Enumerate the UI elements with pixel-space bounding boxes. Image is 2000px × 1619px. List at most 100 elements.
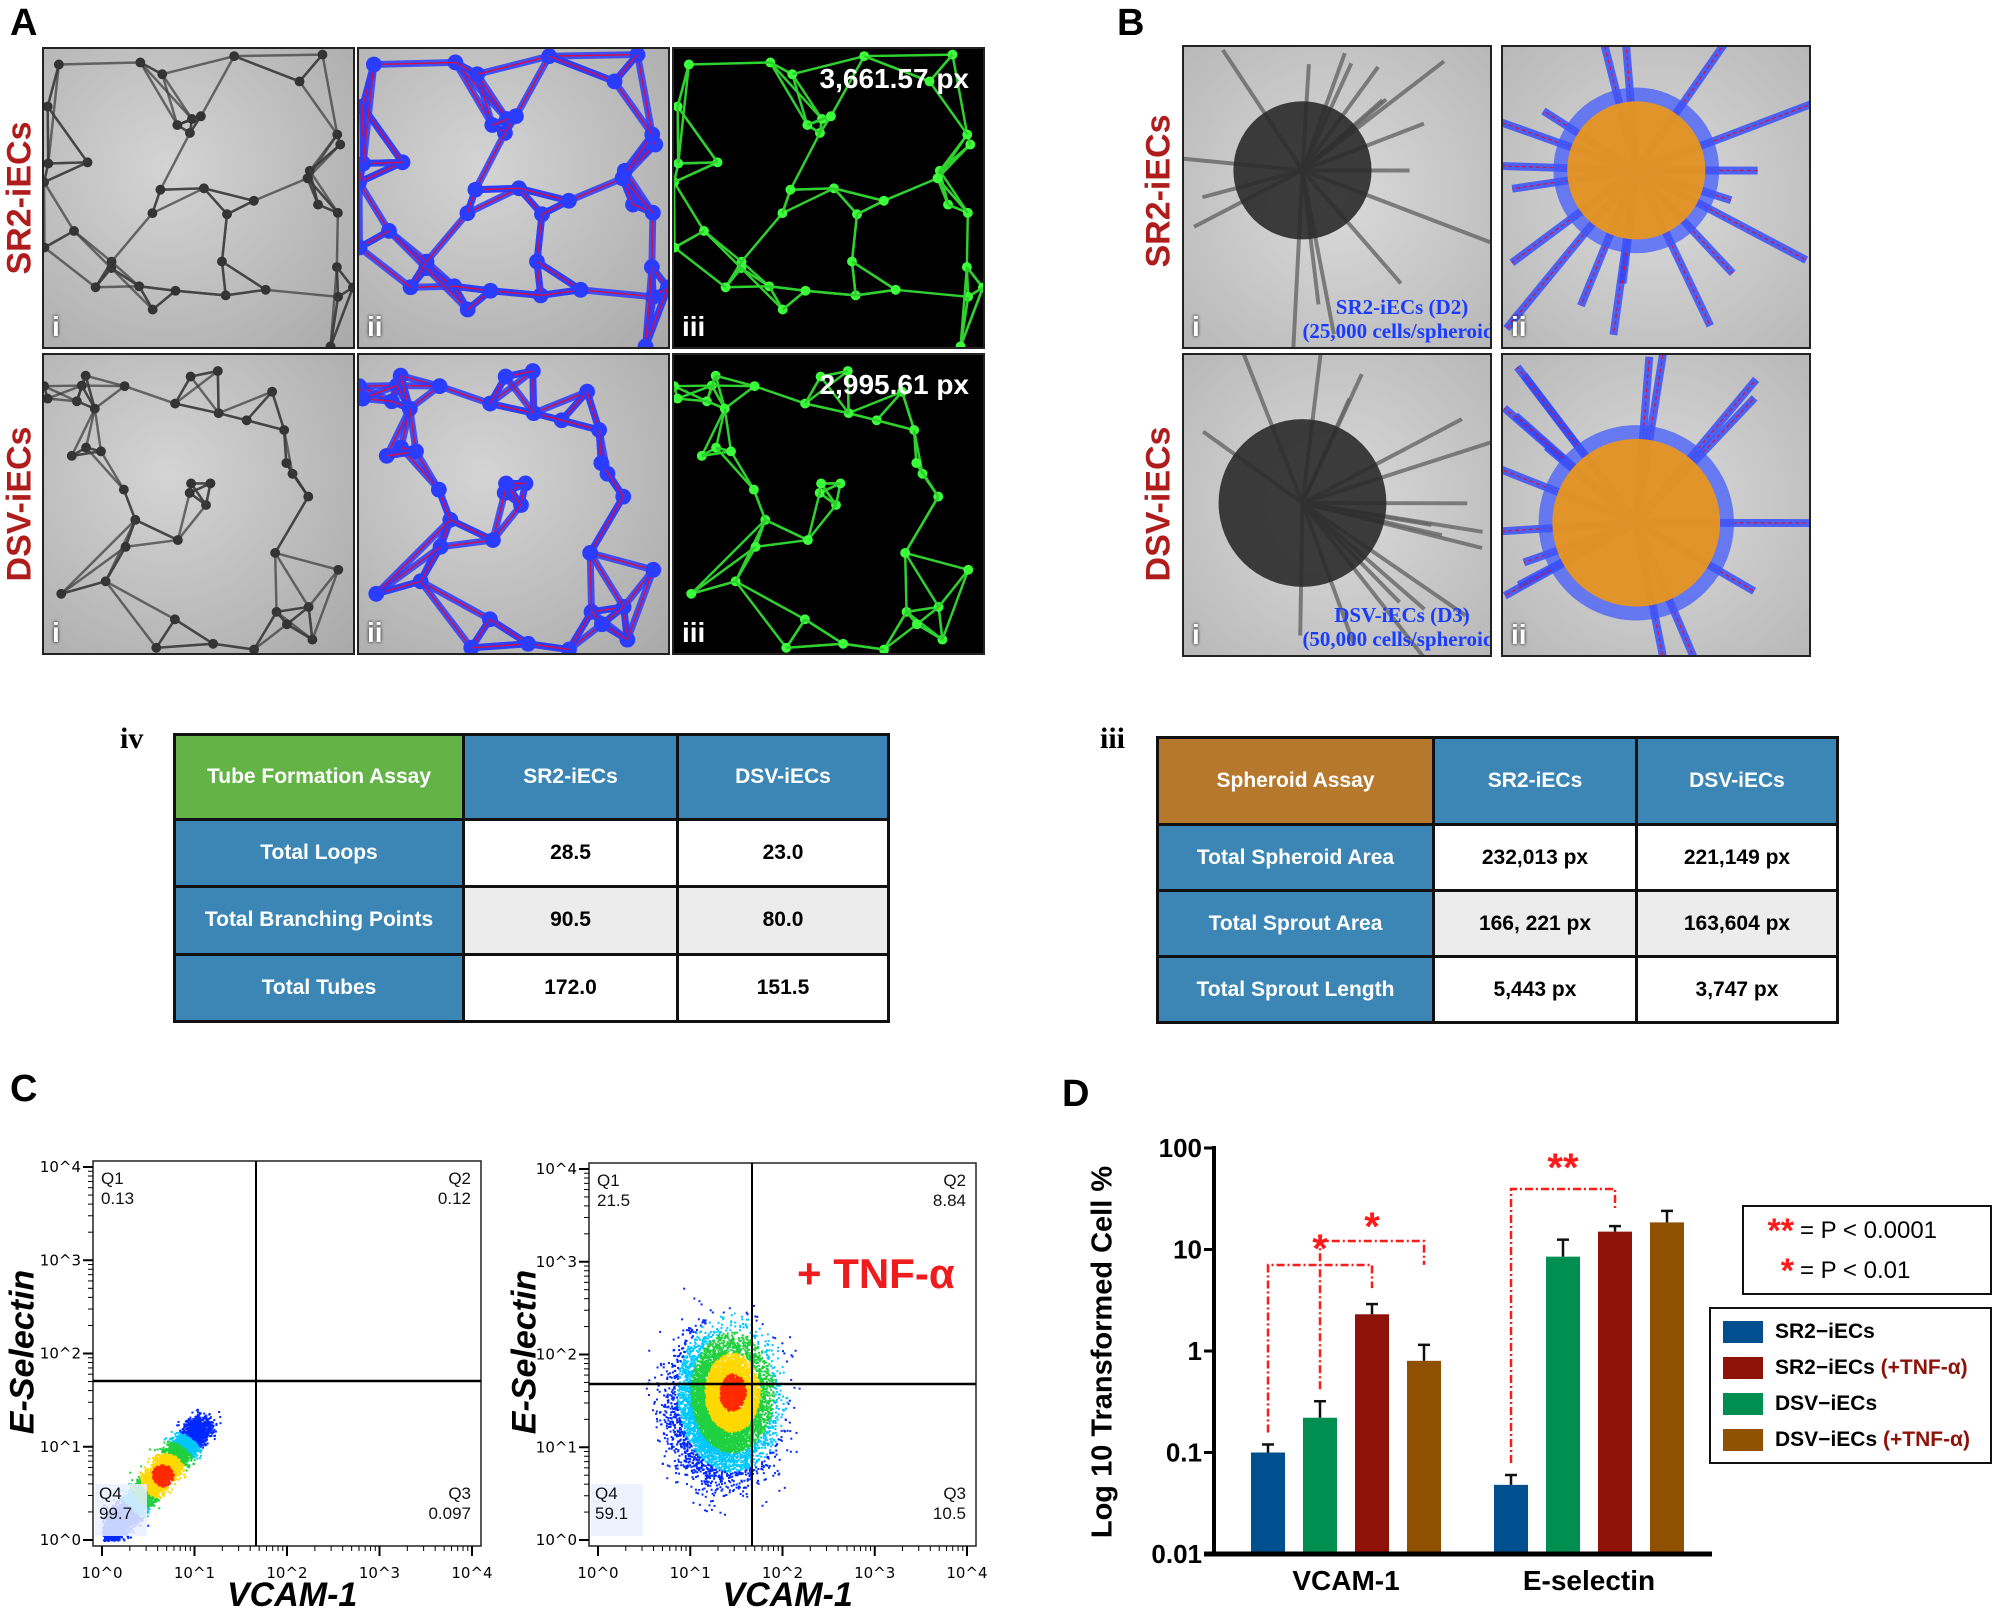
table-label-iii: iii bbox=[1100, 722, 1126, 755]
caption-line: DSV-iECs (D3) bbox=[1334, 603, 1470, 627]
micrograph-brightfield: i bbox=[42, 353, 355, 655]
micrograph-fluorescence: iii 3,661.57 px bbox=[672, 47, 985, 349]
spheroid-analysis: ii bbox=[1501, 45, 1811, 349]
y-tick-label: 1 bbox=[1188, 1336, 1202, 1366]
quadrant-value: 0.13 bbox=[101, 1189, 135, 1208]
legend-suffix: (+TNF-α) bbox=[1880, 1356, 1968, 1379]
y-tick-label: 10^2 bbox=[536, 1346, 577, 1364]
legend-item: DSV−iECs (+TNF-α) bbox=[1723, 1422, 1990, 1458]
bar bbox=[1650, 1222, 1684, 1554]
y-tick-label: 100 bbox=[1159, 1133, 1202, 1163]
significance-legend: ** = P < 0.0001 * = P < 0.01 bbox=[1742, 1205, 1992, 1295]
legend-label: SR2−iECs bbox=[1775, 1320, 1875, 1343]
quadrant-name: Q3 bbox=[943, 1484, 966, 1503]
table-cell: 90.5 bbox=[462, 885, 679, 956]
image-label: i bbox=[1192, 619, 1200, 650]
significance-mark: ** bbox=[1547, 1146, 1579, 1190]
significance-text: = P < 0.01 bbox=[1800, 1257, 1911, 1284]
bar bbox=[1598, 1231, 1632, 1554]
significance-mark: * bbox=[1364, 1205, 1380, 1249]
legend-swatch bbox=[1723, 1429, 1763, 1451]
bar bbox=[1303, 1417, 1337, 1554]
legend-swatch bbox=[1723, 1357, 1763, 1379]
spheroid-brightfield: i DSV-iECs (D3) (50,000 cells/spheroid) bbox=[1182, 353, 1492, 657]
y-tick-label: 10^4 bbox=[40, 1158, 81, 1176]
x-tick-label: 10^4 bbox=[451, 1564, 492, 1582]
caption-line: (50,000 cells/spheroid) bbox=[1302, 627, 1492, 651]
spheroid-table: Spheroid Assay SR2-iECs DSV-iECs Total S… bbox=[1156, 736, 1839, 1024]
quadrant-q3: Q3 10.5 bbox=[906, 1484, 966, 1524]
measurement-label: 3,661.57 px bbox=[819, 63, 969, 94]
significance-item: * = P < 0.01 bbox=[1744, 1251, 1990, 1291]
x-tick-label: 10^1 bbox=[174, 1564, 215, 1582]
table-row: Total Sprout Length 5,443 px 3,747 px bbox=[1156, 955, 1839, 1024]
image-label: iii bbox=[682, 311, 706, 342]
table-header: SR2-iECs bbox=[1432, 736, 1638, 826]
table-row: Total Loops 28.5 23.0 bbox=[173, 817, 890, 889]
asterisk: * bbox=[1780, 1251, 1794, 1290]
significance-item: ** = P < 0.0001 bbox=[1744, 1211, 1990, 1251]
quadrant-name: Q1 bbox=[597, 1171, 620, 1190]
y-axis-label: E-Selectin bbox=[505, 1269, 544, 1435]
quadrant-value: 0.097 bbox=[428, 1504, 471, 1523]
bar bbox=[1494, 1484, 1528, 1554]
spheroid-image bbox=[1503, 355, 1809, 655]
spheroid-brightfield: i SR2-iECs (D2) (25,000 cells/spheroid) bbox=[1182, 45, 1492, 349]
treatment-annotation: + TNF-α bbox=[797, 1250, 955, 1297]
table-header: DSV-iECs bbox=[1635, 736, 1839, 826]
quadrant-value: 21.5 bbox=[597, 1191, 631, 1210]
row-label-sr2-b: SR2-iECs bbox=[1139, 114, 1178, 268]
network-image bbox=[44, 49, 353, 347]
double-asterisk: ** bbox=[1767, 1211, 1794, 1250]
spheroid-caption: SR2-iECs (D2) (25,000 cells/spheroid) bbox=[1302, 295, 1492, 343]
table-cell: 172.0 bbox=[462, 952, 679, 1024]
measurement-label: 2,995.61 px bbox=[819, 369, 969, 400]
x-tick-label: 10^2 bbox=[762, 1564, 803, 1582]
panel-letter-b: B bbox=[1117, 2, 1145, 44]
y-tick-label: 10 bbox=[1173, 1235, 1202, 1265]
table-cell: 28.5 bbox=[462, 817, 679, 889]
legend-label: DSV−iECs bbox=[1775, 1392, 1878, 1415]
image-label: i bbox=[52, 311, 60, 342]
spheroid-analysis: ii bbox=[1501, 353, 1811, 657]
significance-text: = P < 0.0001 bbox=[1800, 1217, 1938, 1244]
micrograph-fluorescence: iii 2,995.61 px bbox=[672, 353, 985, 655]
quadrant-q1: Q1 0.13 bbox=[101, 1169, 134, 1209]
quadrant-q2: Q2 8.84 bbox=[906, 1171, 966, 1211]
table-row: Total Spheroid Area 232,013 px 221,149 px bbox=[1156, 823, 1839, 892]
y-tick-label: 10^3 bbox=[536, 1253, 577, 1271]
y-tick-label: 10^4 bbox=[536, 1160, 577, 1178]
row-label-sr2: SR2-iECs bbox=[0, 121, 39, 275]
spheroid-caption: DSV-iECs (D3) (50,000 cells/spheroid) bbox=[1302, 603, 1492, 651]
table-cell: 80.0 bbox=[676, 885, 890, 956]
legend-item: DSV−iECs bbox=[1723, 1386, 1990, 1422]
x-tick-label: 10^0 bbox=[81, 1564, 122, 1582]
table-header: DSV-iECs bbox=[676, 733, 890, 821]
quadrant-q4: Q4 99.7 bbox=[95, 1484, 147, 1536]
image-label: i bbox=[52, 617, 60, 648]
quadrant-name: Q2 bbox=[943, 1171, 966, 1190]
table-cell: 166, 221 px bbox=[1432, 889, 1638, 958]
network-image bbox=[674, 49, 983, 347]
network-image bbox=[674, 366, 974, 653]
quadrant-value: 0.12 bbox=[437, 1189, 471, 1208]
panel-letter-c: C bbox=[10, 1068, 38, 1110]
bar bbox=[1355, 1314, 1389, 1554]
y-tick-label: 0.1 bbox=[1166, 1438, 1202, 1468]
network-image bbox=[359, 49, 668, 347]
legend-label: DSV−iECs bbox=[1775, 1428, 1878, 1451]
quadrant-name: Q2 bbox=[448, 1169, 471, 1188]
quadrant-name: Q4 bbox=[595, 1484, 618, 1503]
image-label: i bbox=[1192, 311, 1200, 342]
vessel-network bbox=[359, 49, 668, 347]
quadrant-value: 59.1 bbox=[595, 1504, 629, 1523]
table-cell: 221,149 px bbox=[1635, 823, 1839, 892]
series-legend: SR2−iECs SR2−iECs (+TNF-α) DSV−iECs DSV−… bbox=[1709, 1307, 1992, 1464]
table-cell: 151.5 bbox=[676, 952, 890, 1024]
table-header: Spheroid Assay bbox=[1156, 736, 1435, 826]
quadrant-q1: Q1 21.5 bbox=[597, 1171, 630, 1211]
caption-line: (25,000 cells/spheroid) bbox=[1302, 319, 1492, 343]
row-header: Total Sprout Area bbox=[1156, 889, 1435, 958]
spheroid-image bbox=[1184, 48, 1490, 347]
bar bbox=[1407, 1360, 1441, 1554]
